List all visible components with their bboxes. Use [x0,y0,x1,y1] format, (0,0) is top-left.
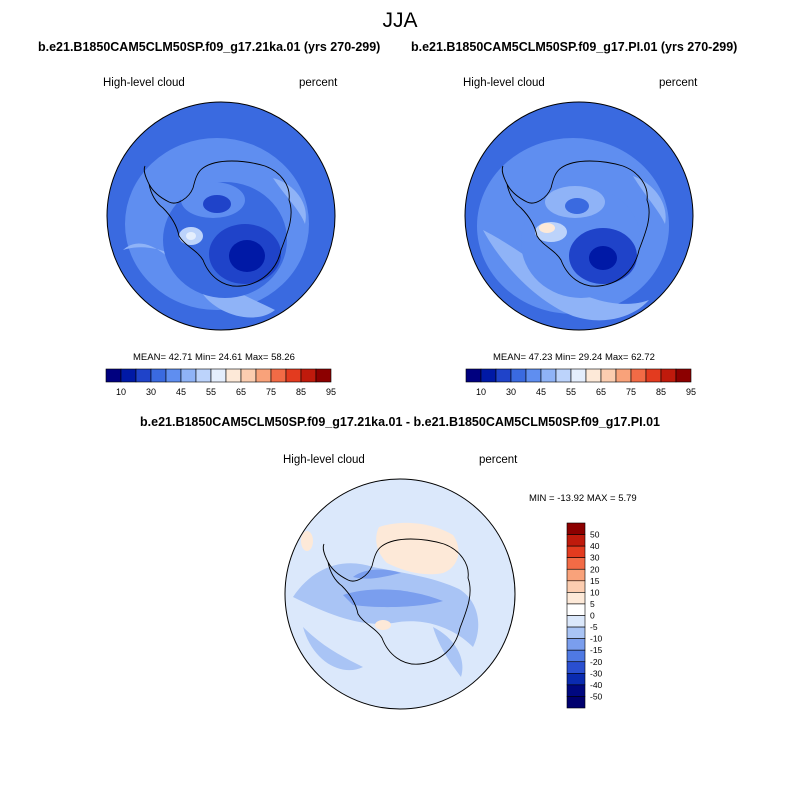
panel2-stats: MEAN= 47.23 Min= 29.24 Max= 62.72 [493,352,655,363]
colorbar-box [180,368,197,383]
colorbar-box [566,684,586,697]
colorbar-tick-label: 10 [116,387,126,397]
difference-units-label: percent [479,454,518,466]
season-title: JJA [382,9,418,32]
colorbar-tick-label: 40 [590,541,600,551]
colorbar-tick-label: 85 [656,387,666,397]
colorbar-box [566,557,586,570]
colorbar-box [630,368,647,383]
colorbar-box [570,368,587,383]
colorbar-box [660,368,677,383]
panel2-variable-label: High-level cloud [463,77,545,89]
colorbar-tick-label: -10 [590,634,603,644]
colorbar-box [566,522,586,535]
colorbar-tick-label: 10 [590,587,600,597]
difference-stats: MIN = -13.92 MAX = 5.79 [529,493,637,504]
colorbar-box [566,615,586,628]
colorbar-box [240,368,257,383]
colorbar-box [600,368,617,383]
colorbar-tick-label: 30 [590,553,600,563]
colorbar-box [465,368,482,383]
colorbar-box [675,368,692,383]
colorbar-tick-label: 50 [590,530,600,540]
colorbar-tick-label: -50 [590,691,603,701]
colorbar-box [510,368,527,383]
colorbar-box [585,368,602,383]
colorbar-box [615,368,632,383]
colorbar-tick-label: 65 [236,387,246,397]
colorbar-tick-label: -15 [590,645,603,655]
colorbar-box [566,580,586,593]
panel1-map [106,101,336,331]
colorbar-box [566,534,586,547]
colorbar-tick-label: 55 [566,387,576,397]
colorbar-box [540,368,557,383]
colorbar-tick-label: 75 [626,387,636,397]
colorbar-tick-label: 5 [590,599,595,609]
panel2-units-label: percent [659,77,698,89]
colorbar-box [566,626,586,639]
colorbar-tick-label: 85 [296,387,306,397]
colorbar-box [150,368,167,383]
colorbar-tick-label: 75 [266,387,276,397]
colorbar-box [555,368,572,383]
difference-map [284,478,516,710]
colorbar-box [300,368,317,383]
colorbar-box [495,368,512,383]
colorbar-tick-label: -30 [590,668,603,678]
colorbar-box [566,649,586,663]
panel2-title: b.e21.B1850CAM5CLM50SP.f09_g17.PI.01 (yr… [411,40,738,54]
panel1-colorbar: 10 30 45 55 65 75 85 95 [105,368,336,397]
panel2-colorbar: 10 30 45 55 65 75 85 95 [465,368,696,397]
colorbar-tick-label: 95 [686,387,696,397]
colorbar-tick-label: 65 [596,387,606,397]
colorbar-tick-label: -20 [590,657,603,667]
colorbar-tick-label: 20 [590,564,600,574]
colorbar-box [525,368,542,383]
colorbar-box [566,661,586,674]
panel2-map [464,101,694,331]
colorbar-box [270,368,287,383]
colorbar-tick-label: 55 [206,387,216,397]
colorbar-tick-label: -5 [590,622,598,632]
colorbar-tick-label: 10 [476,387,486,397]
colorbar-box [645,368,662,383]
colorbar-box [566,603,586,616]
difference-variable-label: High-level cloud [283,454,365,466]
colorbar-box [480,368,497,383]
colorbar-box [165,368,182,383]
panel1-variable-label: High-level cloud [103,77,185,89]
panel1-title: b.e21.B1850CAM5CLM50SP.f09_g17.21ka.01 (… [38,40,381,54]
colorbar-box [105,368,122,383]
colorbar-tick-label: -40 [590,680,603,690]
colorbar-tick-label: 15 [590,576,600,586]
colorbar-box [255,368,272,383]
colorbar-box [285,368,302,383]
colorbar-tick-label: 30 [506,387,516,397]
difference-title: b.e21.B1850CAM5CLM50SP.f09_g17.21ka.01 -… [140,415,660,429]
colorbar-box [210,368,227,383]
colorbar-tick-label: 30 [146,387,156,397]
colorbar-tick-label: 45 [176,387,186,397]
colorbar-box [135,368,152,383]
colorbar-box [195,368,212,383]
panel1-stats: MEAN= 42.71 Min= 24.61 Max= 58.26 [133,352,295,363]
colorbar-box [225,368,242,383]
panel1-units-label: percent [299,77,338,89]
colorbar-tick-label: 45 [536,387,546,397]
colorbar-box [566,568,586,582]
colorbar-tick-label: 0 [590,611,595,621]
colorbar-box [315,368,332,383]
colorbar-box [566,592,586,605]
colorbar-box [120,368,137,383]
colorbar-tick-label: 95 [326,387,336,397]
colorbar-box [566,638,586,651]
colorbar-box [566,673,586,686]
colorbar-box [566,545,586,558]
colorbar-box [566,696,586,709]
